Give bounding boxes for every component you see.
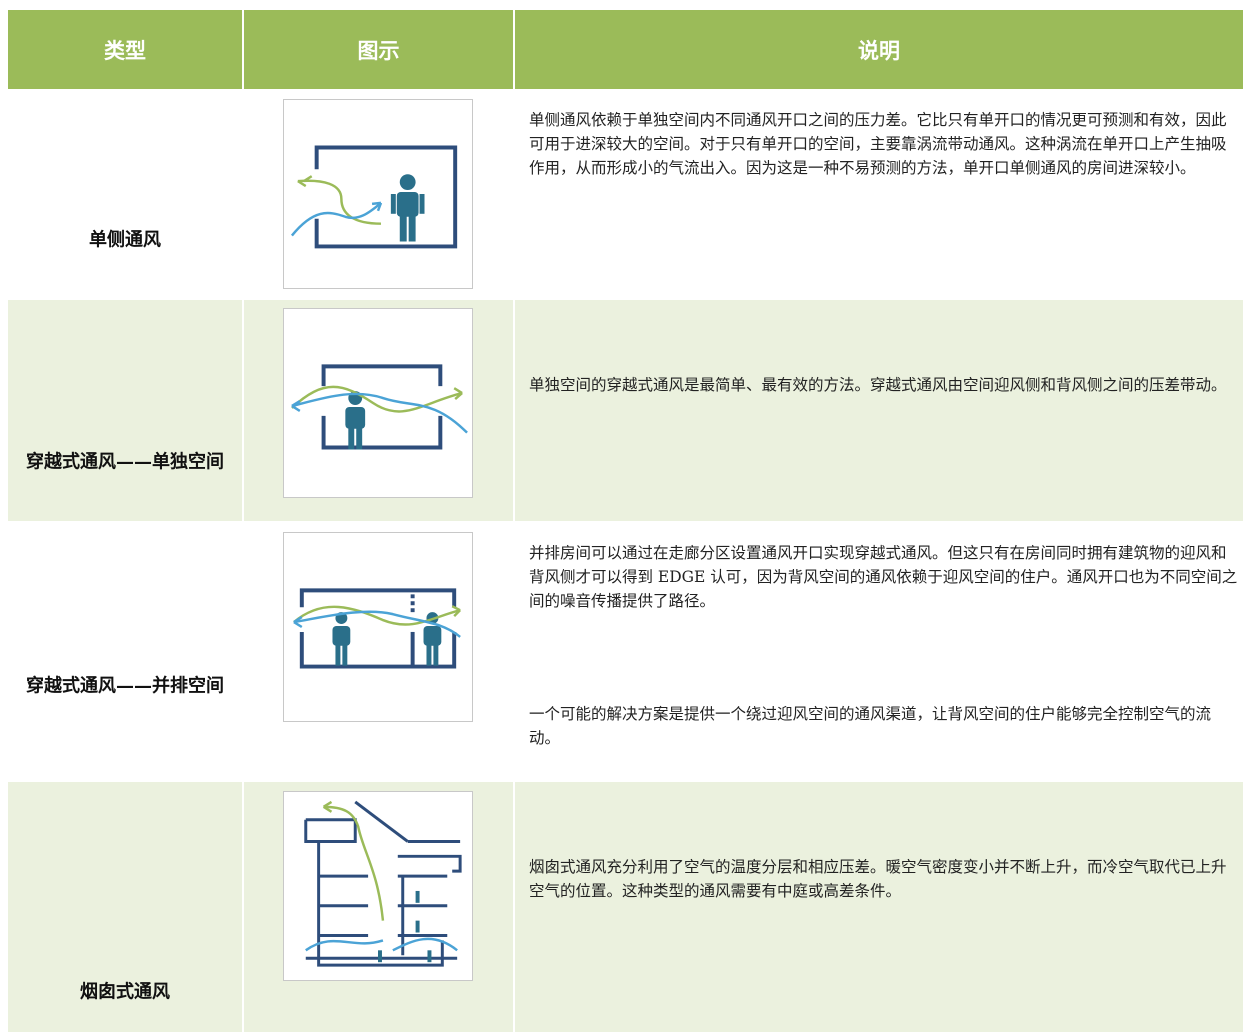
description: 单独空间的穿越式通风是最简单、最有效的方法。穿越式通风由空间迎风侧和背风侧之间的… bbox=[529, 376, 1227, 394]
type-label: 单侧通风 bbox=[89, 229, 161, 251]
header-text: 说明 bbox=[858, 38, 900, 63]
header-cell: 说明 bbox=[515, 10, 1243, 89]
type-label: 穿越式通风——并排空间 bbox=[26, 675, 224, 697]
illustration bbox=[283, 532, 473, 722]
type-label: 烟囱式通风 bbox=[80, 981, 170, 1003]
row-bg bbox=[8, 782, 242, 1032]
description: 烟囱式通风充分利用了空气的温度分层和相应压差。暖空气密度变小并不断上升，而冷空气… bbox=[529, 858, 1227, 900]
illustration bbox=[283, 308, 473, 498]
row-bg bbox=[515, 300, 1243, 521]
description: 单侧通风依赖于单独空间内不同通风开口之间的压力差。它比只有单开口的情况更可预测和… bbox=[529, 111, 1227, 177]
header-cell: 图示 bbox=[244, 10, 513, 89]
header-text: 图示 bbox=[357, 38, 400, 63]
row-bg bbox=[8, 300, 242, 521]
illustration bbox=[283, 791, 473, 981]
description: 一个可能的解决方案是提供一个绕过迎风空间的通风渠道，让背风空间的住户能够完全控制… bbox=[529, 705, 1212, 747]
description: 并排房间可以通过在走廊分区设置通风开口实现穿越式通风。但这只有在房间同时拥有建筑… bbox=[529, 544, 1238, 610]
header-cell: 类型 bbox=[8, 10, 242, 89]
header-text: 类型 bbox=[104, 38, 146, 63]
type-label: 穿越式通风——单独空间 bbox=[26, 451, 224, 473]
row-bg bbox=[515, 782, 1243, 1032]
illustration bbox=[283, 99, 473, 289]
